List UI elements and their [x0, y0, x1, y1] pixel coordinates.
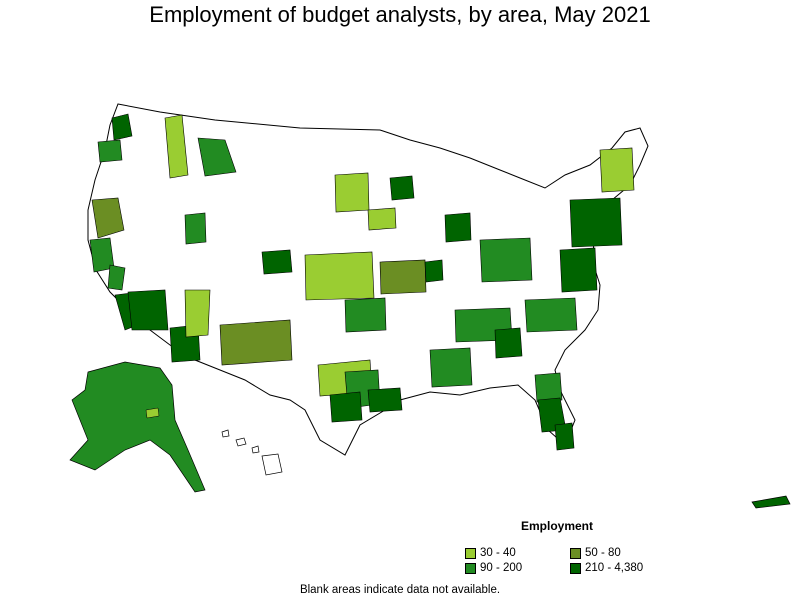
metro-portland	[97, 139, 123, 163]
metro-jacksonville	[534, 372, 563, 403]
metro-newengland	[599, 147, 635, 193]
legend-swatch	[570, 562, 581, 574]
metro-houston	[367, 387, 403, 413]
metro-okc	[344, 297, 387, 333]
metro-areas	[89, 113, 635, 451]
metro-sd	[334, 172, 370, 213]
legend-title: Employment	[521, 519, 594, 533]
metro-iowa	[367, 207, 397, 231]
metro-fresno	[107, 264, 126, 291]
legend-swatch	[570, 547, 581, 559]
legend-swatch	[465, 562, 476, 574]
alaska-anchorage	[145, 407, 160, 419]
metro-kc	[424, 259, 444, 283]
metro-boise	[197, 137, 237, 177]
legend-item-90-200: 90 - 200	[465, 562, 522, 574]
metro-slc	[184, 212, 207, 245]
hawaii-islands	[221, 429, 283, 476]
legend-label: 30 - 40	[480, 547, 516, 559]
metro-minneapolis	[389, 175, 415, 201]
puerto-rico	[751, 495, 791, 509]
legend-item-50-80: 50 - 80	[570, 547, 621, 559]
metro-miami	[554, 422, 575, 451]
metro-northeast	[569, 197, 623, 248]
footnote: Blank areas indicate data not available.	[299, 584, 501, 596]
metro-kansas	[304, 251, 375, 301]
metro-ohio	[479, 237, 533, 283]
metro-spokane	[164, 114, 189, 179]
legend-swatch	[465, 547, 476, 559]
metro-sacramento	[91, 197, 125, 239]
legend-item-210-4380: 210 - 4,380	[570, 562, 643, 574]
metro-chicago	[444, 212, 472, 243]
legend-label: 90 - 200	[480, 562, 523, 574]
metro-carolina	[524, 297, 578, 333]
metro-phoenix	[127, 289, 169, 331]
legend-label: 210 - 4,380	[585, 562, 644, 574]
metro-denver	[261, 249, 293, 275]
alaska-region	[69, 361, 206, 493]
metro-dc	[559, 247, 598, 293]
metro-albuquerque	[219, 319, 293, 366]
metro-seattle	[111, 113, 133, 141]
legend-item-30-40: 30 - 40	[465, 547, 516, 559]
legend-label: 50 - 80	[585, 547, 621, 559]
metro-sanantonio	[329, 391, 363, 423]
metro-omaha	[379, 259, 427, 295]
metro-alabama	[429, 347, 473, 388]
metro-atlanta	[494, 327, 523, 359]
metro-flagstaff	[184, 289, 211, 338]
map-title: Employment of budget analysts, by area, …	[149, 2, 651, 27]
